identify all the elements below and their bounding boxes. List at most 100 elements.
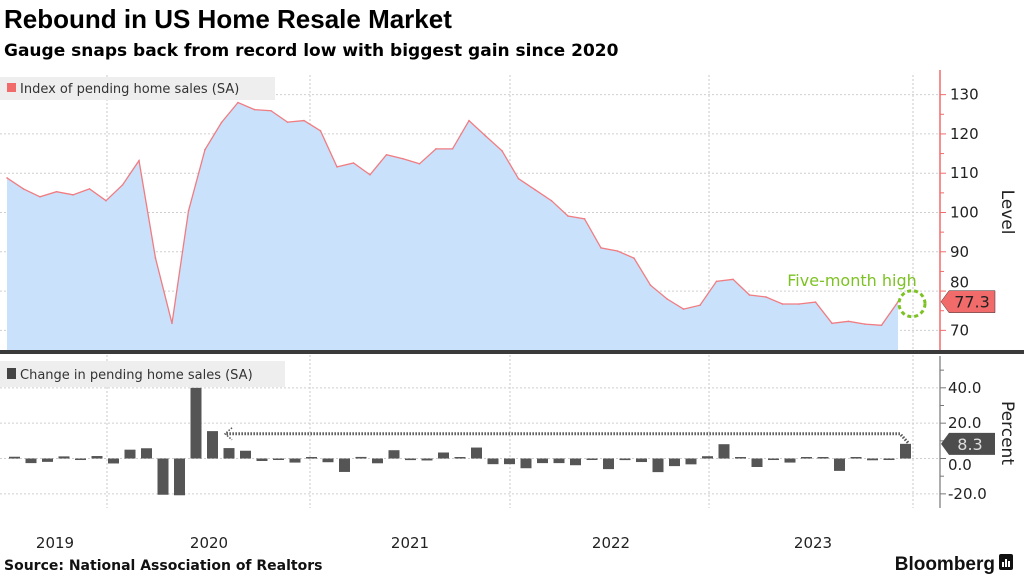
change-bar [174,458,185,496]
level-last-value: 77.3 [954,293,990,312]
change-bar [75,458,86,461]
level-point [303,119,305,122]
level-point [88,188,91,190]
level-point [105,199,107,202]
level-point [517,177,520,180]
level-point [402,157,404,160]
level-point [220,121,223,124]
change-bar [784,458,796,463]
change-bar [537,458,548,464]
change-bar [42,458,53,462]
change-bar [207,431,218,459]
x-tick-label: 2021 [391,534,429,552]
level-point [616,250,619,252]
annotation-circle [897,289,927,319]
level-point [204,148,206,151]
change-bar [405,458,416,461]
level-point [715,280,718,283]
percent-y-tick-label: 0.0 [948,456,972,474]
level-y-tick-label: 90 [950,243,969,261]
level-point [336,166,338,168]
bloomberg-logo: Bloomberg [895,554,995,575]
change-bar [223,448,235,459]
level-legend-label: Index of pending home sales (SA) [20,82,239,97]
level-point [187,210,190,212]
change-bar [190,387,202,459]
level-point [847,320,850,323]
level-y-tick-label: 100 [950,204,979,222]
comparison-arrow [225,432,910,444]
level-y-tick-label: 130 [950,86,979,104]
change-bar [372,458,383,464]
change-bar [58,456,70,459]
change-bar [141,448,152,459]
change-bar [256,458,268,461]
level-point [583,217,586,220]
x-tick-label: 2019 [36,534,74,552]
change-bar [520,458,532,469]
level-point [171,322,173,325]
percent-badge-shape [941,432,995,455]
percent-y-tick-label: 20.0 [948,414,981,432]
change-bar [850,457,862,459]
change-bar [751,458,763,467]
level-point [534,188,536,191]
change-bar [619,458,631,461]
change-bar [355,456,367,459]
level-point [6,177,8,179]
level-point [781,303,784,305]
level-y-tick-label: 110 [950,164,979,182]
change-bar [652,458,664,473]
change-bar [438,452,449,459]
five-month-high-annotation: Five-month high [787,271,916,290]
change-bar [9,456,20,459]
level-legend-swatch [7,83,16,92]
percent-y-tick-label: -20.0 [948,485,987,503]
bloomberg-logo-icon [999,554,1013,570]
change-bar [603,458,614,470]
level-point [880,324,883,327]
change-bar [834,458,845,471]
level-point [385,153,388,156]
level-point [748,294,751,296]
chart-title: Rebound in US Home Resale Market [4,4,452,34]
percent-last-value-badge: 8.3 [941,432,995,455]
change-bar [289,458,301,463]
level-area [7,102,898,350]
percent-panel: 40.0 20.0 0.0 -20.0 [9,356,987,508]
level-point [831,322,833,325]
change-bar [801,457,812,459]
level-point [369,173,371,176]
change-bar [817,457,829,459]
source-note: Source: National Association of Realtors [4,558,322,574]
percent-y-tick-label: 40.0 [948,379,981,397]
level-point [138,159,140,162]
level-point [435,148,437,150]
change-bar [702,456,713,459]
change-bar [421,458,433,461]
level-point [864,323,866,325]
percent-legend-label: Change in pending home sales (SA) [20,368,253,383]
level-point [451,148,454,150]
change-bar [669,458,680,467]
change-bar [124,449,136,459]
level-point [237,101,239,104]
level-point [501,150,503,152]
change-bar [108,458,119,464]
change-bar [867,458,878,461]
level-point [22,188,25,190]
level-point [666,298,668,300]
change-bar [487,458,499,465]
level-point [550,199,553,202]
level-y-tick-label: 70 [950,321,969,339]
level-legend-box [0,77,275,100]
change-bar [25,458,37,464]
change-bar [570,458,581,466]
change-bar [454,457,466,459]
level-point [418,162,421,165]
level-panel: 70 80 90 100 110 120 130 [6,70,979,350]
level-axis-title: Level [997,190,1017,235]
x-tick-label: 2020 [190,534,228,552]
change-bar [339,458,350,472]
